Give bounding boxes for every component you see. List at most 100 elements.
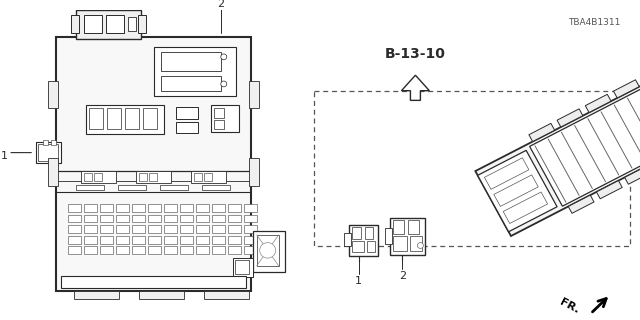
Bar	[408, 220, 419, 234]
Bar	[233, 258, 253, 277]
Bar	[74, 291, 119, 299]
Bar	[132, 236, 145, 244]
Bar	[84, 225, 97, 233]
Bar	[351, 227, 360, 239]
Bar	[132, 204, 145, 212]
Bar	[228, 204, 241, 212]
Polygon shape	[614, 80, 639, 98]
Bar	[84, 214, 97, 222]
Bar	[43, 140, 48, 145]
Polygon shape	[476, 76, 640, 236]
Bar	[161, 76, 221, 91]
Bar	[176, 122, 198, 133]
Bar	[139, 173, 147, 181]
Bar	[136, 171, 171, 183]
Bar	[81, 171, 116, 183]
Polygon shape	[586, 94, 611, 113]
Bar	[349, 225, 378, 256]
Bar	[228, 246, 241, 254]
Bar	[100, 214, 113, 222]
Bar	[204, 291, 249, 299]
Bar	[204, 173, 212, 181]
Bar	[180, 236, 193, 244]
Bar	[148, 225, 161, 233]
Bar	[164, 214, 177, 222]
Bar	[116, 214, 129, 222]
Circle shape	[260, 243, 276, 258]
Polygon shape	[484, 158, 529, 189]
Text: 1: 1	[355, 276, 362, 286]
Bar	[164, 225, 177, 233]
Bar	[212, 204, 225, 212]
Bar	[51, 140, 56, 145]
Bar	[160, 185, 188, 190]
Bar	[244, 246, 257, 254]
Polygon shape	[625, 166, 640, 184]
Polygon shape	[477, 150, 557, 232]
Bar	[100, 246, 113, 254]
Bar	[196, 204, 209, 212]
Bar	[164, 204, 177, 212]
Bar	[249, 158, 259, 186]
Bar	[394, 220, 404, 234]
Bar	[212, 225, 225, 233]
Bar	[154, 47, 236, 96]
Bar	[68, 236, 81, 244]
Bar	[212, 214, 225, 222]
Bar	[202, 185, 230, 190]
Bar	[116, 225, 129, 233]
Bar	[116, 246, 129, 254]
Bar	[212, 236, 225, 244]
Bar	[180, 246, 193, 254]
Bar	[180, 204, 193, 212]
Bar	[351, 241, 364, 252]
Bar	[125, 108, 139, 129]
Text: 1: 1	[1, 150, 8, 161]
Text: 2: 2	[399, 271, 406, 282]
Bar	[132, 214, 145, 222]
Bar	[76, 10, 141, 39]
Circle shape	[221, 81, 227, 87]
Bar	[89, 108, 103, 129]
Bar	[68, 246, 81, 254]
Bar	[367, 241, 376, 252]
Polygon shape	[596, 180, 622, 199]
Bar	[149, 173, 157, 181]
Bar	[100, 225, 113, 233]
Bar	[344, 233, 351, 246]
Polygon shape	[557, 109, 583, 127]
Bar	[214, 108, 224, 118]
Bar	[314, 91, 630, 246]
Bar	[228, 225, 241, 233]
Bar	[48, 158, 58, 186]
Bar	[212, 246, 225, 254]
Circle shape	[221, 54, 227, 60]
Bar	[249, 81, 259, 108]
Bar	[191, 171, 226, 183]
Bar	[84, 15, 102, 33]
Bar	[161, 52, 221, 71]
Bar	[244, 225, 257, 233]
Bar	[365, 227, 374, 239]
Bar	[68, 214, 81, 222]
Bar	[132, 225, 145, 233]
Bar	[106, 15, 124, 33]
Bar	[196, 214, 209, 222]
Bar	[84, 246, 97, 254]
Bar	[244, 214, 257, 222]
Bar	[56, 37, 251, 291]
Bar	[148, 214, 161, 222]
Bar	[48, 81, 58, 108]
Bar	[143, 108, 157, 129]
Polygon shape	[568, 195, 594, 213]
Bar	[118, 185, 146, 190]
Bar	[68, 204, 81, 212]
Bar	[132, 246, 145, 254]
Bar	[128, 17, 136, 31]
Bar	[107, 108, 121, 129]
Polygon shape	[503, 192, 548, 223]
Bar	[196, 246, 209, 254]
Polygon shape	[401, 75, 429, 100]
Bar	[244, 236, 257, 244]
Bar	[394, 236, 408, 251]
